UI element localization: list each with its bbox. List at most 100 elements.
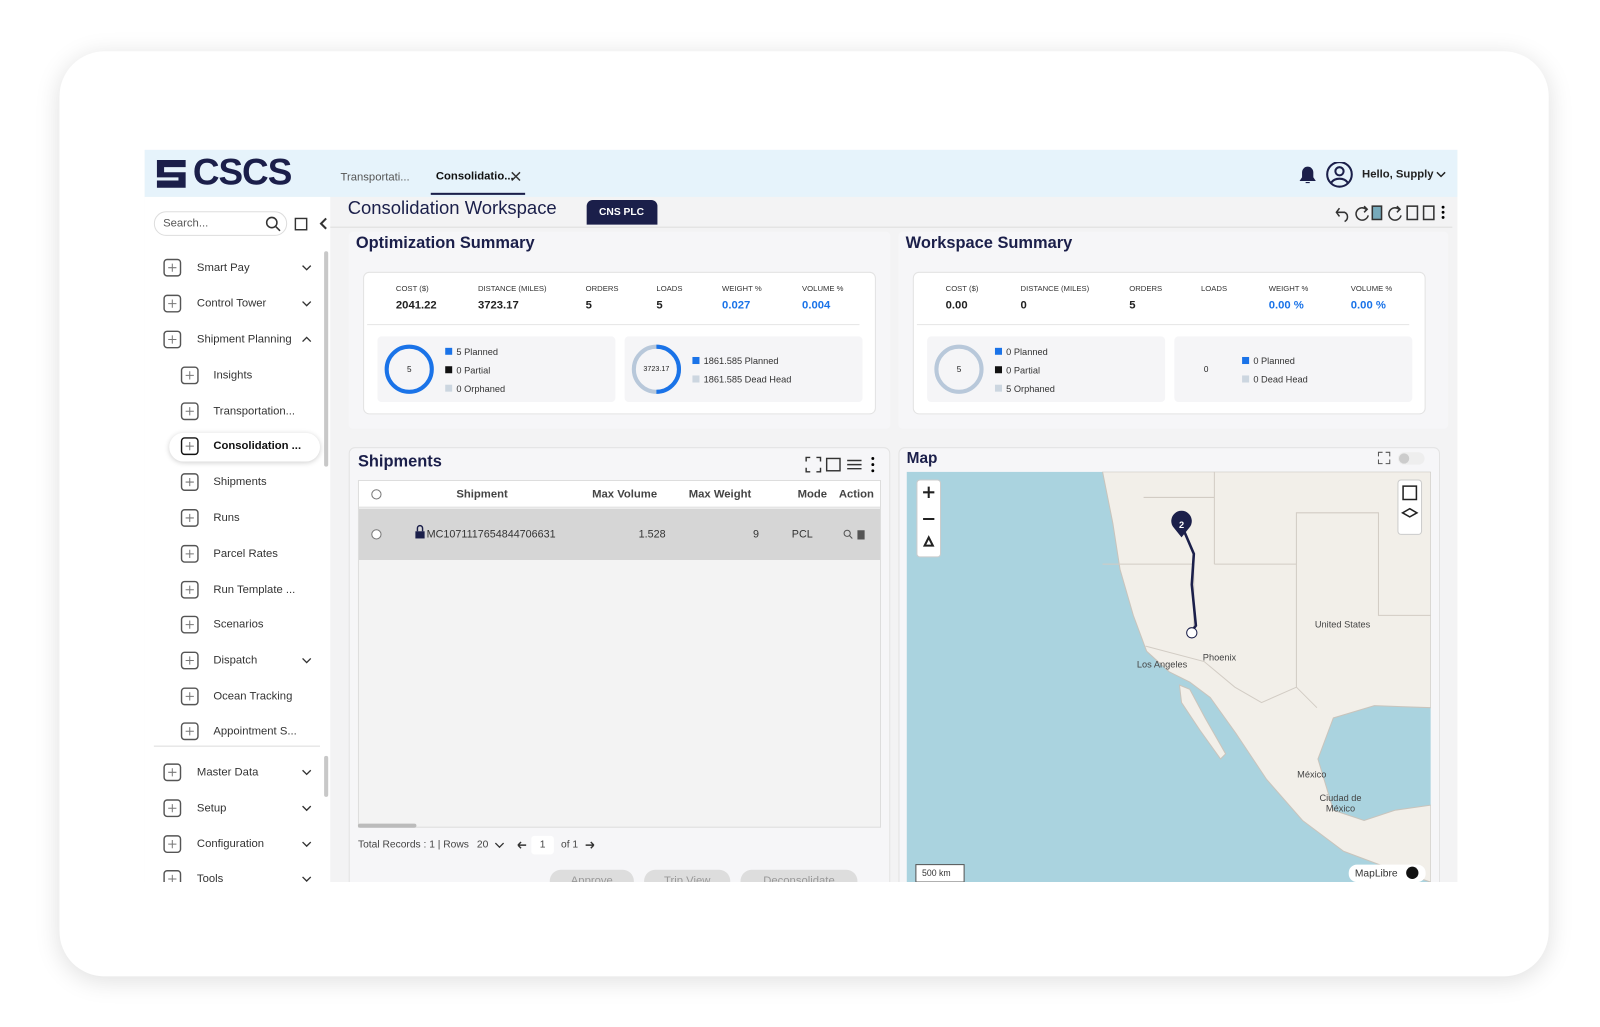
donut-center: 3723.17 — [643, 365, 670, 373]
menu-icon — [163, 258, 182, 277]
menu-item[interactable]: Tools — [196, 872, 224, 886]
menu-item[interactable]: Consolidation ... — [213, 439, 302, 453]
table-row[interactable] — [358, 508, 880, 560]
menu-item[interactable]: Ocean Tracking — [213, 690, 293, 703]
panel-title: Map — [906, 449, 938, 468]
badge — [586, 199, 658, 225]
map[interactable] — [906, 471, 1431, 883]
menu-icon — [180, 651, 199, 670]
badge-text: CNS PLC — [599, 206, 645, 218]
metric-value: 5 — [656, 299, 663, 312]
panel-title: Shipments — [357, 453, 442, 471]
menu-item[interactable]: Smart Pay — [196, 261, 250, 274]
divider — [367, 324, 860, 326]
legend-text: 0 Planned — [1006, 346, 1048, 357]
menu-item[interactable]: Scenarios — [213, 618, 264, 631]
menu-item[interactable]: Dispatch — [213, 654, 258, 667]
tab-underline — [430, 192, 526, 195]
donut-center: 5 — [956, 364, 962, 374]
column-header: Max Weight — [688, 488, 752, 501]
metric-label: DISTANCE (MILES) — [477, 283, 547, 293]
chevron — [302, 841, 312, 848]
map-toolbar — [1377, 451, 1425, 465]
legend-swatch — [994, 347, 1003, 355]
menu-item[interactable]: Runs — [213, 511, 240, 525]
donut — [934, 344, 984, 394]
pager-arrows — [494, 841, 595, 849]
metric-value: 0.00 — [945, 299, 968, 312]
menu-item[interactable]: Control Tower — [196, 297, 267, 310]
greeting: Hello, Supply — [1362, 168, 1434, 181]
map-label: Ciudad de México — [1319, 792, 1362, 814]
metric-label: LOADS — [656, 283, 683, 293]
page-number: 1 — [539, 839, 546, 851]
legend-text: 0 Partial — [456, 365, 491, 376]
menu-item[interactable]: Configuration — [196, 837, 265, 851]
legend-text: 0 Orphaned — [456, 383, 506, 394]
chevron — [302, 336, 312, 343]
metric-value: 3723.17 — [477, 299, 519, 312]
menu-item[interactable]: Parcel Rates — [213, 547, 278, 560]
cell: MC1071117654844706631 — [426, 528, 556, 541]
metric-label: COST ($) — [945, 283, 979, 293]
logo-mark — [156, 159, 186, 188]
header-icons — [1299, 162, 1446, 188]
menu-item[interactable]: Run Template ... — [213, 583, 296, 596]
legend-swatch — [692, 375, 700, 383]
search-placeholder: Search... — [163, 217, 209, 230]
metric-value: 0.00 % — [1268, 299, 1304, 312]
button-text: Deconsolidate — [763, 874, 835, 888]
button[interactable] — [644, 869, 731, 883]
menu-item[interactable]: Shipment Planning — [196, 333, 292, 346]
menu-icon — [180, 473, 199, 491]
donut-center: 5 — [406, 364, 412, 374]
map-label: Los Angeles — [1136, 659, 1188, 670]
tab: Transportati... — [340, 171, 410, 184]
column-header: Mode — [797, 488, 828, 501]
metric-label: WEIGHT % — [722, 283, 762, 293]
donut-card — [1174, 336, 1413, 403]
metric-label: COST ($) — [395, 283, 429, 293]
legend-text: 0 Partial — [1006, 365, 1041, 376]
chevron — [302, 769, 312, 776]
menu-item[interactable]: Insights — [213, 369, 253, 382]
cell: PCL — [791, 528, 813, 541]
panel-title: Optimization Summary — [355, 234, 535, 253]
h-scrollbar — [357, 823, 417, 828]
logo: CSCS — [192, 150, 293, 193]
menu-item[interactable]: Appointment S... — [213, 725, 297, 738]
legend-swatch — [692, 356, 700, 365]
tab-close[interactable] — [511, 171, 521, 182]
legend-text: 5 Orphaned — [1006, 383, 1055, 394]
chevron — [302, 301, 312, 307]
cell: 9 — [752, 528, 759, 541]
map-attribution: MapLibre — [1354, 868, 1398, 880]
chevron — [302, 876, 312, 882]
menu-item[interactable]: Transportation... — [213, 405, 296, 418]
menu-icon — [180, 615, 199, 634]
metric-label: ORDERS — [585, 283, 619, 293]
button[interactable] — [740, 869, 858, 883]
metric-value: 5 — [585, 299, 592, 312]
menu-item[interactable]: Setup — [196, 802, 227, 815]
legend-text: 0 Dead Head — [1253, 374, 1308, 385]
menu-icon — [180, 437, 199, 456]
legend-text: 0 Planned — [1253, 355, 1295, 367]
metric-label: DISTANCE (MILES) — [1020, 283, 1090, 293]
page-input[interactable] — [531, 835, 554, 855]
button[interactable] — [549, 869, 634, 883]
legend-swatch — [445, 347, 453, 355]
menu-icon — [180, 544, 199, 563]
menu-icon — [163, 870, 182, 883]
menu-item[interactable]: Shipments — [213, 475, 267, 489]
map-label: Phoenix — [1202, 652, 1237, 663]
page-count: of 1 — [561, 839, 579, 851]
rows-per-page: 20 — [476, 839, 489, 851]
search-box[interactable] — [153, 211, 288, 236]
menu-icon — [180, 509, 199, 527]
menu-item[interactable]: Master Data — [196, 766, 259, 779]
legend-swatch — [445, 366, 453, 374]
